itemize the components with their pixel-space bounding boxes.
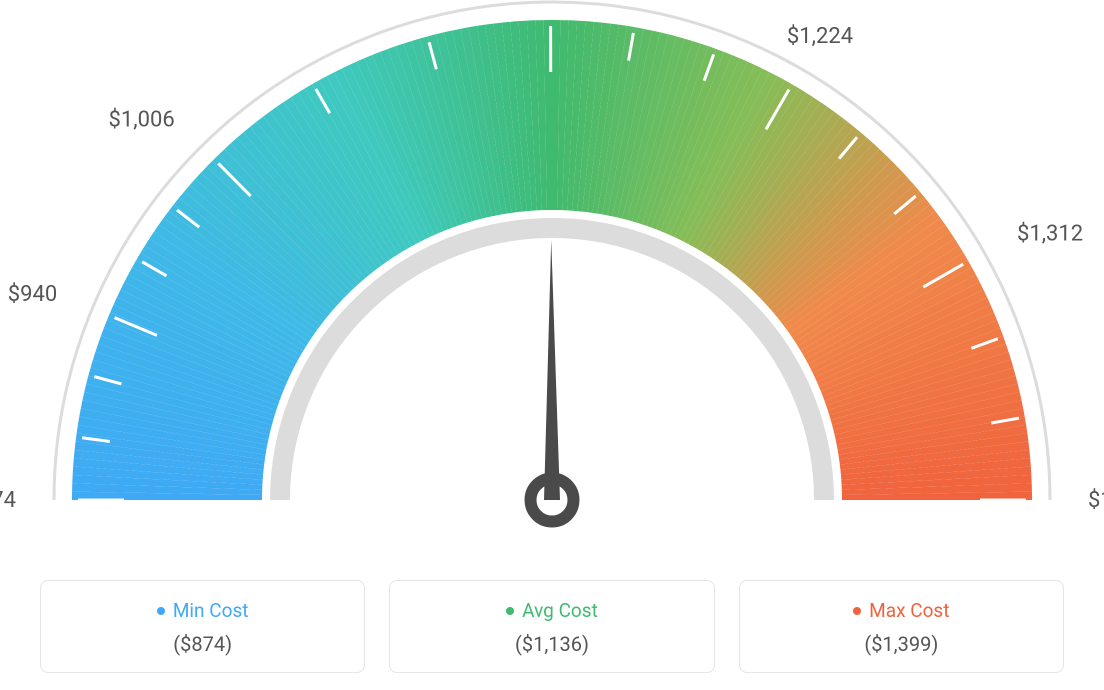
tick-label: $1,224 [787, 24, 853, 49]
legend-title-text-max: Max Cost [869, 599, 949, 622]
legend-value-max: ($1,399) [750, 632, 1053, 656]
tick-label: $1,312 [1017, 221, 1083, 246]
legend-dot-min [157, 607, 165, 615]
legend-title-text-avg: Avg Cost [522, 599, 598, 622]
legend-dot-max [853, 607, 861, 615]
legend-title-text-min: Min Cost [173, 599, 249, 622]
legend-value-avg: ($1,136) [400, 632, 703, 656]
legend-card-avg: Avg Cost ($1,136) [389, 580, 714, 673]
tick-label: $940 [8, 282, 57, 307]
gauge-chart-container: $874$940$1,006$1,136$1,224$1,312$1,399 M… [0, 0, 1104, 690]
tick-label: $1,399 [1088, 488, 1104, 513]
tick-label: $874 [0, 488, 16, 513]
legend-card-max: Max Cost ($1,399) [739, 580, 1064, 673]
legend-card-min: Min Cost ($874) [40, 580, 365, 673]
legend-dot-avg [506, 607, 514, 615]
legend-row: Min Cost ($874) Avg Cost ($1,136) Max Cost ($… [0, 580, 1104, 673]
needle [544, 240, 560, 500]
legend-value-min: ($874) [51, 632, 354, 656]
legend-title-avg: Avg Cost [506, 599, 598, 622]
legend-title-max: Max Cost [853, 599, 949, 622]
tick-label: $1,006 [109, 107, 175, 132]
legend-title-min: Min Cost [157, 599, 249, 622]
